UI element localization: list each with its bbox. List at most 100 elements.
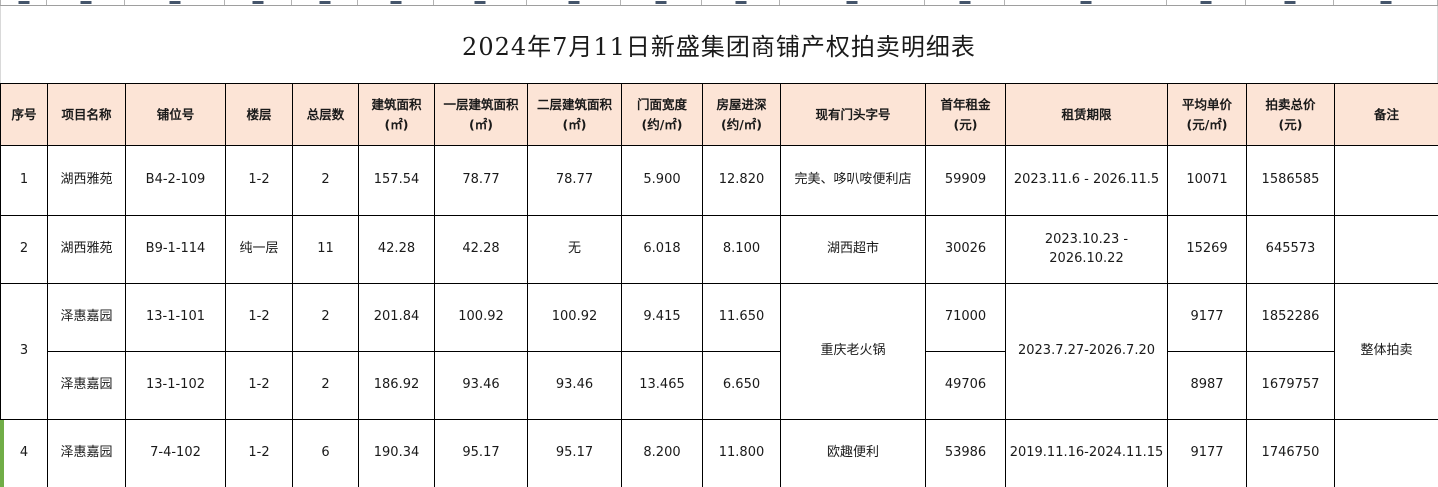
cell-project[interactable]: 泽惠嘉园 — [47, 283, 126, 352]
cell-total-price[interactable]: 1746750 — [1246, 419, 1335, 487]
cell-floor[interactable]: 1-2 — [225, 419, 293, 487]
col-header-remark[interactable]: 备注 — [1334, 83, 1438, 146]
cell-project[interactable]: 泽惠嘉园 — [47, 419, 126, 487]
cell-depth[interactable]: 11.800 — [702, 419, 781, 487]
cell-width[interactable]: 13.465 — [621, 351, 703, 420]
text-fragment-mark — [959, 1, 970, 4]
col-header-f1-area[interactable]: 一层建筑面积 (㎡) — [434, 83, 528, 146]
cell-unit-price[interactable]: 9177 — [1167, 419, 1247, 487]
cell-area-f2[interactable]: 78.77 — [527, 145, 622, 216]
cell-tenant[interactable]: 湖西超市 — [780, 215, 926, 284]
cell-floor[interactable]: 1-2 — [225, 283, 293, 352]
table-row: 1 湖西雅苑 B4-2-109 1-2 2 157.54 78.77 78.77… — [0, 145, 1438, 216]
cell-area[interactable]: 157.54 — [358, 145, 435, 216]
col-header-sub: (元/㎡) — [1186, 116, 1228, 132]
col-header-seq[interactable]: 序号 — [0, 83, 48, 146]
cell-depth[interactable]: 12.820 — [702, 145, 781, 216]
col-header-f2-area[interactable]: 二层建筑面积 (㎡) — [527, 83, 622, 146]
col-header-label: 铺位号 — [156, 106, 195, 122]
cell-area-f2[interactable]: 100.92 — [527, 283, 622, 352]
cell-area-f1[interactable]: 100.92 — [434, 283, 528, 352]
cell-seq[interactable]: 4 — [0, 419, 48, 487]
cell-area-f1[interactable]: 95.17 — [434, 419, 528, 487]
cell-project[interactable]: 湖西雅苑 — [47, 145, 126, 216]
col-header-avg-unit-price[interactable]: 平均单价 (元/㎡) — [1167, 83, 1247, 146]
col-header-unit-no[interactable]: 铺位号 — [125, 83, 226, 146]
cell-total-floors[interactable]: 2 — [292, 145, 359, 216]
cell-floor[interactable]: 1-2 — [225, 145, 293, 216]
cell-width[interactable]: 5.900 — [621, 145, 703, 216]
cell-total-floors[interactable]: 11 — [292, 215, 359, 284]
cell-unit[interactable]: 13-1-102 — [125, 351, 226, 420]
cell-lease[interactable]: 2023.10.23 - 2026.10.22 — [1005, 215, 1168, 284]
col-header-depth[interactable]: 房屋进深 (约/㎡) — [702, 83, 781, 146]
col-header-floor[interactable]: 楼层 — [225, 83, 293, 146]
col-header-front-width[interactable]: 门面宽度 (约/㎡) — [621, 83, 703, 146]
cell-width[interactable]: 8.200 — [621, 419, 703, 487]
cell-total-floors[interactable]: 6 — [292, 419, 359, 487]
cell-note[interactable] — [1334, 145, 1438, 216]
col-header-tenant-sign[interactable]: 现有门头字号 — [780, 83, 926, 146]
cell-rent[interactable]: 59909 — [925, 145, 1006, 216]
col-header-first-year-rent[interactable]: 首年租金 (元) — [925, 83, 1006, 146]
cell-note[interactable] — [1334, 215, 1438, 284]
cell-rent[interactable]: 49706 — [925, 351, 1006, 420]
cell-total-price[interactable]: 1679757 — [1246, 351, 1335, 420]
col-header-sub: (㎡) — [562, 116, 587, 132]
col-header-build-area[interactable]: 建筑面积 (㎡) — [358, 83, 435, 146]
cell-note[interactable] — [1334, 419, 1438, 487]
cell-unit-price[interactable]: 15269 — [1167, 215, 1247, 284]
cell-total-floors[interactable]: 2 — [292, 283, 359, 352]
cell-total-price[interactable]: 1852286 — [1246, 283, 1335, 352]
cell-floor[interactable]: 1-2 — [225, 351, 293, 420]
cell-area[interactable]: 42.28 — [358, 215, 435, 284]
col-header-auction-total[interactable]: 拍卖总价 (元) — [1246, 83, 1335, 146]
cell-rent[interactable]: 30026 — [925, 215, 1006, 284]
cell-rent[interactable]: 71000 — [925, 283, 1006, 352]
cell-area[interactable]: 186.92 — [358, 351, 435, 420]
cell-area-f1[interactable]: 93.46 — [434, 351, 528, 420]
cell-depth[interactable]: 11.650 — [702, 283, 781, 352]
cell-tenant[interactable]: 欧趣便利 — [780, 419, 926, 487]
cell-area-f2[interactable]: 无 — [527, 215, 622, 284]
cell-area-f2[interactable]: 95.17 — [527, 419, 622, 487]
cell-lease[interactable]: 2019.11.16-2024.11.15 — [1005, 419, 1168, 487]
cell-seq[interactable]: 1 — [0, 145, 48, 216]
cell-unit[interactable]: 7-4-102 — [125, 419, 226, 487]
cell-rent[interactable]: 53986 — [925, 419, 1006, 487]
cell-tenant[interactable]: 重庆老火锅 — [780, 283, 926, 420]
cell-note[interactable]: 整体拍卖 — [1334, 283, 1438, 420]
column-sliver — [47, 0, 125, 5]
cell-area-f1[interactable]: 78.77 — [434, 145, 528, 216]
cell-width[interactable]: 6.018 — [621, 215, 703, 284]
cell-project[interactable]: 湖西雅苑 — [47, 215, 126, 284]
cell-area[interactable]: 201.84 — [358, 283, 435, 352]
cell-unit[interactable]: B9-1-114 — [125, 215, 226, 284]
cell-width[interactable]: 9.415 — [621, 283, 703, 352]
cell-depth[interactable]: 8.100 — [702, 215, 781, 284]
cell-seq[interactable]: 3 — [0, 283, 48, 420]
cell-total-floors[interactable]: 2 — [292, 351, 359, 420]
cell-floor[interactable]: 纯一层 — [225, 215, 293, 284]
cell-unit-price[interactable]: 9177 — [1167, 283, 1247, 352]
cell-lease[interactable]: 2023.11.6 - 2026.11.5 — [1005, 145, 1168, 216]
cell-area-f1[interactable]: 42.28 — [434, 215, 528, 284]
cell-project[interactable]: 泽惠嘉园 — [47, 351, 126, 420]
cell-total-price[interactable]: 645573 — [1246, 215, 1335, 284]
cell-total-price[interactable]: 1586585 — [1246, 145, 1335, 216]
cell-unit-price[interactable]: 8987 — [1167, 351, 1247, 420]
cell-seq[interactable]: 2 — [0, 215, 48, 284]
col-header-project-name[interactable]: 项目名称 — [47, 83, 126, 146]
cell-unit[interactable]: 13-1-101 — [125, 283, 226, 352]
cell-lease[interactable]: 2023.7.27-2026.7.20 — [1005, 283, 1168, 420]
cell-unit-price[interactable]: 10071 — [1167, 145, 1247, 216]
cell-unit[interactable]: B4-2-109 — [125, 145, 226, 216]
cell-depth[interactable]: 6.650 — [702, 351, 781, 420]
cell-area-f2[interactable]: 93.46 — [527, 351, 622, 420]
col-header-lease-term[interactable]: 租赁期限 — [1005, 83, 1168, 146]
col-header-total-floors[interactable]: 总层数 — [292, 83, 359, 146]
title-cell[interactable]: 2024年7月11日新盛集团商铺产权拍卖明细表 — [0, 6, 1438, 83]
header-row: 序号 项目名称 铺位号 楼层 总层数 建筑面积 (㎡) 一层建筑面积 (㎡) 二层建… — [0, 83, 1438, 146]
cell-tenant[interactable]: 完美、哆叭咹便利店 — [780, 145, 926, 216]
cell-area[interactable]: 190.34 — [358, 419, 435, 487]
